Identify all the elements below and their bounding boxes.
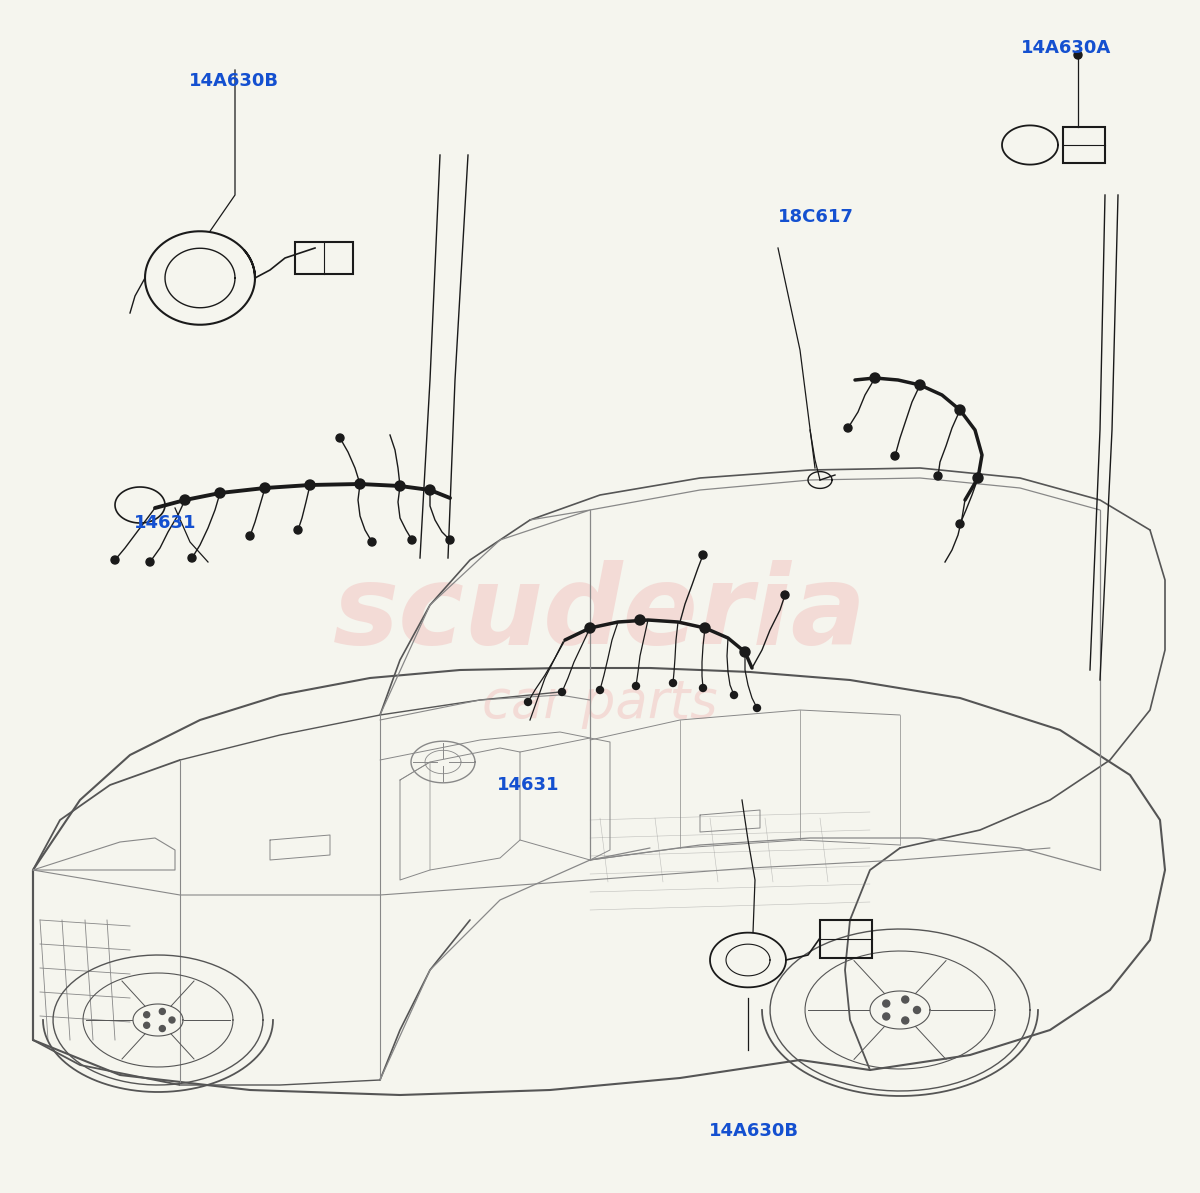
Circle shape: [740, 647, 750, 657]
Circle shape: [890, 452, 899, 460]
Circle shape: [586, 623, 595, 633]
Circle shape: [425, 486, 436, 495]
Circle shape: [781, 591, 790, 599]
Circle shape: [916, 381, 925, 390]
Circle shape: [844, 424, 852, 432]
Circle shape: [731, 692, 738, 698]
Circle shape: [408, 536, 416, 544]
Circle shape: [956, 520, 964, 528]
Text: 18C617: 18C617: [778, 208, 854, 227]
Circle shape: [973, 472, 983, 483]
Circle shape: [955, 404, 965, 415]
Text: car parts: car parts: [482, 676, 718, 729]
Circle shape: [294, 526, 302, 534]
Text: 14A630B: 14A630B: [190, 72, 278, 91]
Circle shape: [632, 682, 640, 690]
Circle shape: [1074, 51, 1082, 58]
Circle shape: [215, 488, 226, 497]
Circle shape: [395, 481, 406, 492]
Circle shape: [169, 1016, 175, 1024]
Circle shape: [246, 532, 254, 540]
Circle shape: [934, 472, 942, 480]
Bar: [820, 920, 872, 958]
Circle shape: [260, 483, 270, 493]
Circle shape: [901, 1016, 908, 1024]
Circle shape: [596, 686, 604, 693]
Text: 14631: 14631: [134, 513, 197, 532]
Circle shape: [188, 554, 196, 562]
Circle shape: [146, 558, 154, 565]
Circle shape: [883, 1000, 889, 1007]
Circle shape: [700, 623, 710, 633]
Circle shape: [144, 1012, 150, 1018]
Circle shape: [305, 480, 314, 490]
Text: 14A630B: 14A630B: [708, 1121, 799, 1141]
Text: 14631: 14631: [497, 775, 559, 795]
Circle shape: [446, 536, 454, 544]
Circle shape: [355, 480, 365, 489]
Bar: [295, 242, 353, 274]
Bar: [1063, 126, 1105, 163]
Circle shape: [368, 538, 376, 546]
Circle shape: [524, 698, 532, 705]
Circle shape: [160, 1026, 166, 1032]
Circle shape: [901, 996, 908, 1003]
Text: scuderia: scuderia: [334, 560, 866, 667]
Circle shape: [336, 434, 344, 441]
Circle shape: [112, 556, 119, 564]
Circle shape: [670, 680, 677, 686]
Circle shape: [160, 1008, 166, 1014]
Circle shape: [913, 1007, 920, 1014]
Circle shape: [698, 551, 707, 560]
Text: 14A630A: 14A630A: [1020, 38, 1111, 57]
Circle shape: [754, 705, 761, 711]
Circle shape: [635, 616, 646, 625]
Circle shape: [558, 688, 565, 696]
Circle shape: [180, 495, 190, 505]
Circle shape: [144, 1022, 150, 1028]
Circle shape: [700, 685, 707, 692]
Circle shape: [883, 1013, 889, 1020]
Circle shape: [870, 373, 880, 383]
